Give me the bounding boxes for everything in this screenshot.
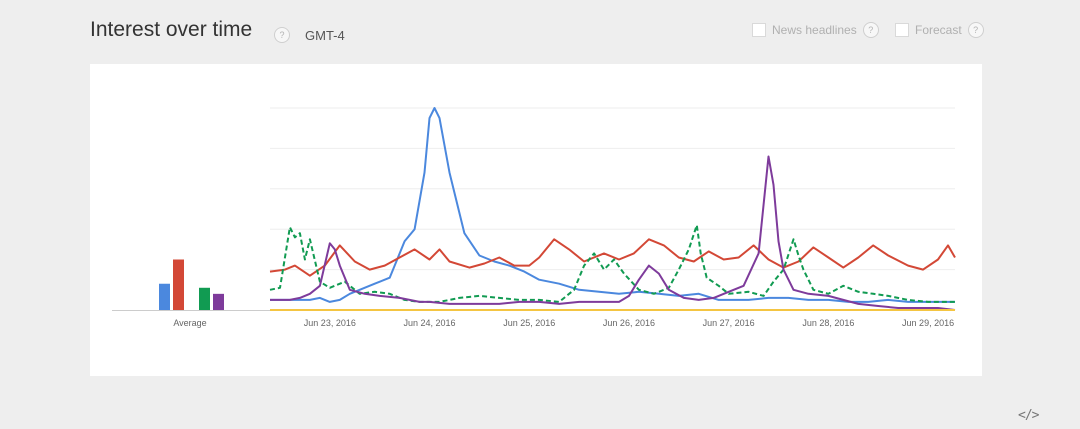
x-tick-label: Jun 26, 2016 [603, 318, 655, 328]
x-tick-label: Jun 27, 2016 [703, 318, 755, 328]
series-line-blue [270, 107, 955, 303]
average-bar-red [173, 259, 184, 310]
timezone-label: GMT-4 [305, 28, 345, 43]
x-tick-label: Jun 29, 2016 [902, 318, 954, 328]
news-help-icon[interactable]: ? [862, 22, 879, 38]
average-bar-blue [159, 283, 170, 310]
x-tick-label: Jun 24, 2016 [404, 318, 456, 328]
forecast-checkbox[interactable] [895, 23, 909, 37]
chart-title: Interest over time [90, 18, 253, 41]
forecast-help-icon[interactable]: ? [967, 22, 984, 38]
interest-chart: Average Jun 23, 2016 Jun 24, 2016 Jun 25, 2… [112, 107, 956, 328]
forecast-label: Forecast [915, 23, 962, 37]
help-icon[interactable]: ? [274, 27, 290, 43]
average-bar-purple [213, 293, 224, 310]
average-bar-green [199, 287, 210, 310]
series-line-red [269, 238, 956, 277]
average-label: Average [173, 318, 206, 328]
news-headlines-label: News headlines [772, 23, 857, 37]
x-tick-label: Jun 23, 2016 [304, 318, 356, 328]
forecast-option[interactable]: Forecast ? [895, 22, 984, 38]
x-tick-label: Jun 28, 2016 [802, 318, 854, 328]
x-tick-label: Jun 25, 2016 [503, 318, 555, 328]
news-headlines-option[interactable]: News headlines ? [752, 22, 879, 38]
series-line-purple [270, 155, 956, 311]
chart-panel: Average Jun 23, 2016 Jun 24, 2016 Jun 25, 2… [90, 64, 1040, 423]
series-line-green [269, 224, 955, 303]
embed-code-icon[interactable]: </> [1018, 408, 1040, 423]
news-headlines-checkbox[interactable] [752, 23, 766, 37]
